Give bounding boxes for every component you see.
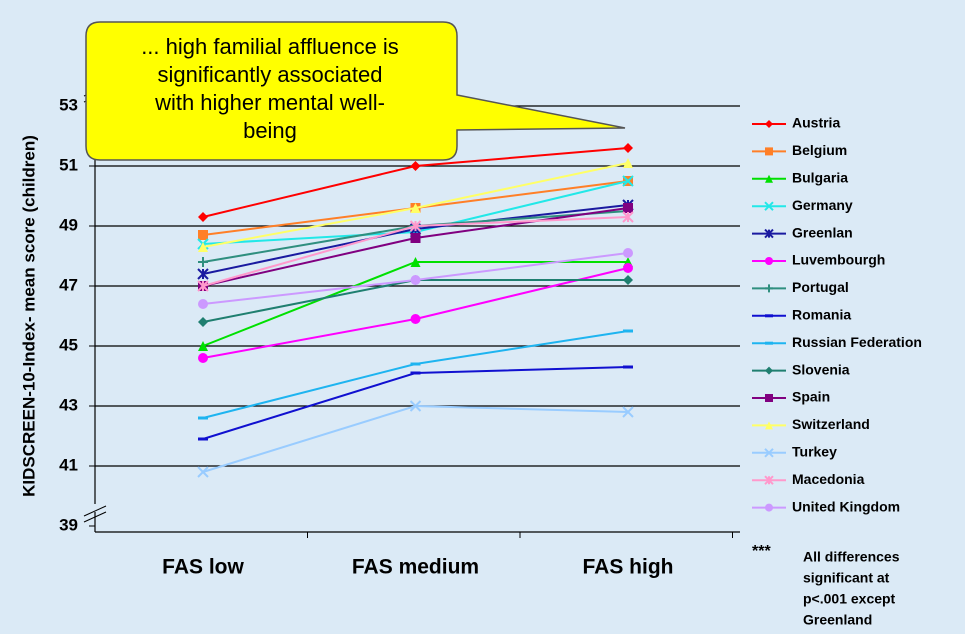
point: [198, 230, 208, 240]
series-line: [203, 406, 628, 472]
footnote: Greenland: [803, 612, 872, 628]
y-tick-label: 53: [59, 95, 78, 114]
legend-label: Spain: [792, 389, 830, 405]
legend-marker: [765, 120, 773, 128]
point: [198, 317, 208, 327]
point: [411, 233, 421, 243]
point: [411, 314, 421, 324]
legend-marker: [765, 394, 773, 402]
y-axis-label: KIDSCREEN-10-Index- mean score (children…: [19, 135, 38, 497]
legend-marker: [765, 504, 773, 512]
legend-label: Austria: [792, 115, 840, 131]
y-tick-label: 45: [59, 335, 78, 354]
point: [623, 203, 633, 213]
point: [198, 299, 208, 309]
y-tick-label: 43: [59, 395, 78, 414]
x-tick-label: FAS low: [162, 556, 244, 579]
legend-label: Portugal: [792, 279, 849, 295]
series-line: [203, 262, 628, 346]
footnote: All differences: [803, 549, 900, 565]
point: [623, 143, 633, 153]
y-tick-label: 49: [59, 215, 78, 234]
y-tick-label: 41: [59, 455, 78, 474]
legend-label: Bulgaria: [792, 170, 848, 186]
footnote: p<.001 except: [803, 591, 896, 607]
page: {"chart_data": {"type": "line", "y_label…: [0, 0, 965, 634]
legend-label: Macedonia: [792, 471, 865, 487]
legend-label: Greenlan: [792, 224, 853, 240]
x-tick-label: FAS high: [583, 556, 674, 579]
callout-text: significantly associated: [157, 62, 382, 87]
y-tick-label: 47: [59, 275, 78, 294]
legend-label: United Kingdom: [792, 498, 900, 514]
point: [623, 275, 633, 285]
callout-text: ... high familial affluence is: [141, 34, 399, 59]
point: [623, 263, 633, 273]
point: [411, 275, 421, 285]
point: [198, 467, 208, 477]
chart: KIDSCREEN-10-Index- mean score (children…: [0, 0, 965, 634]
legend-label: Germany: [792, 197, 853, 213]
series-line: [203, 367, 628, 439]
point: [198, 212, 208, 222]
legend-label: Slovenia: [792, 361, 850, 377]
legend-label: Switzerland: [792, 416, 870, 432]
legend-label: Russian Federation: [792, 334, 922, 350]
legend-marker: [765, 367, 773, 375]
legend-label: Belgium: [792, 142, 847, 158]
point: [198, 257, 208, 267]
legend-marker: [765, 257, 773, 265]
y-tick-label: 51: [59, 155, 78, 174]
footnote-mark: ***: [752, 543, 771, 560]
legend-label: Luvembourgh: [792, 252, 885, 268]
footnote: significant at: [803, 570, 890, 586]
point: [623, 248, 633, 258]
y-tick-label: 39: [59, 515, 78, 534]
point: [411, 161, 421, 171]
legend-label: Romania: [792, 307, 851, 323]
legend-marker: [765, 147, 773, 155]
point: [198, 353, 208, 363]
legend-label: Turkey: [792, 444, 837, 460]
callout-text: with higher mental well-: [154, 90, 385, 115]
x-tick-label: FAS medium: [352, 556, 479, 579]
callout-text: being: [243, 118, 297, 143]
legend-marker: [765, 284, 773, 292]
